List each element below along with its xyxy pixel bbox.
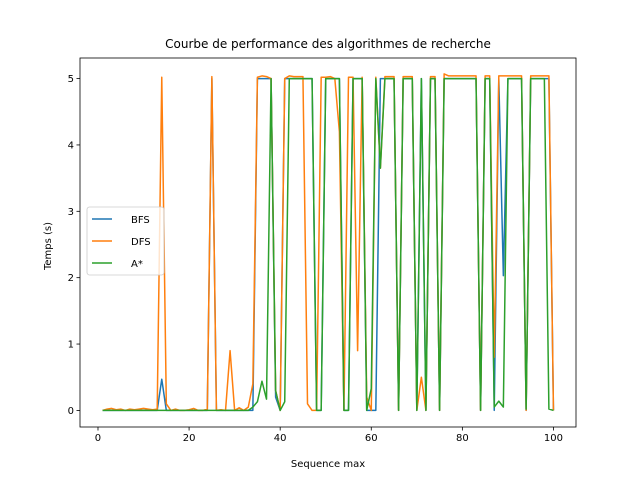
series-line-a — [102, 77, 554, 412]
y-tick-label: 0 — [68, 406, 74, 417]
x-tick-label: 80 — [456, 433, 469, 444]
y-tick-label: 5 — [68, 74, 74, 85]
x-tick-label: 0 — [95, 433, 101, 444]
y-axis-label: Temps (s) — [43, 222, 54, 271]
legend-label: DFS — [131, 237, 151, 248]
x-tick-label: 40 — [274, 433, 287, 444]
plot-frame — [79, 57, 577, 428]
x-axis-label: Sequence max — [291, 459, 365, 470]
x-tick-label: 60 — [365, 433, 378, 444]
plot-area: 0 20 40 60 80 100 0 1 2 3 4 5 BFS DFS A* — [68, 57, 577, 444]
legend-box — [86, 206, 165, 276]
legend-label: A* — [131, 259, 143, 270]
y-tick-label: 2 — [68, 273, 74, 284]
legend: BFS DFS A* — [86, 206, 165, 276]
chart-title: Courbe de performance des algorithmes de… — [165, 37, 491, 51]
x-tick-label: 100 — [544, 433, 563, 444]
y-tick-label: 1 — [68, 340, 74, 351]
y-tick-label: 3 — [68, 207, 74, 218]
y-tick-label: 4 — [68, 140, 74, 151]
x-tick-label: 20 — [183, 433, 196, 444]
legend-label: BFS — [131, 215, 150, 226]
